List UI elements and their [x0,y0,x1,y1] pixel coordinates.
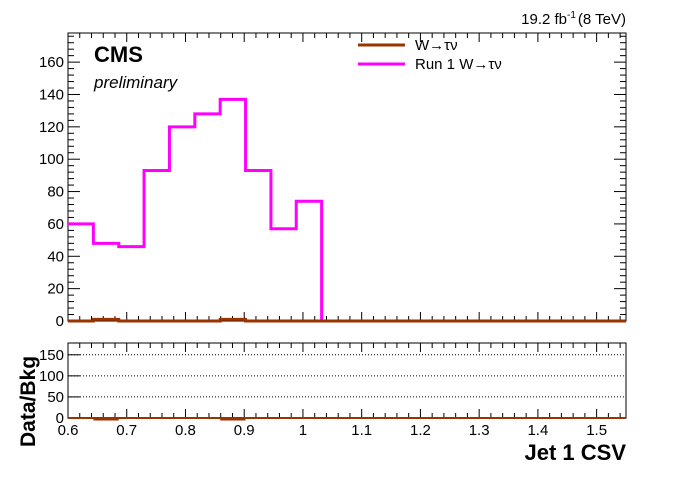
legend-label-wtau: W→τν [415,37,458,54]
main-y-tick-label: 0 [56,313,64,330]
x-tick-label: 0.9 [234,422,255,439]
ratio-y-axis-title: Data/Bkg [17,356,40,447]
main-y-tick-label: 60 [47,216,64,233]
lumi-label: 19.2 fb-1 (8 TeV) [521,10,626,28]
legend-label-run1: Run 1 W→τν [415,56,502,73]
lumi-value: 19.2 fb [521,11,567,28]
x-tick-label: 0.6 [58,422,79,439]
x-tick-label: 0.8 [175,422,196,439]
run1-wtaunu-histogram [68,97,626,323]
main-axes: 0 20 40 60 80 100 120 140 160 [39,33,626,330]
x-tick-label: 1.5 [586,422,607,439]
x-tick-label: 1.2 [410,422,431,439]
main-y-tick-label: 20 [47,281,64,298]
ratio-y-tick-label: 150 [39,347,64,364]
ratio-y-tick-label: 0 [56,410,64,427]
wtaunu-histogram [68,317,626,323]
main-y-tick-label: 80 [47,184,64,201]
main-y-tick-label: 100 [39,151,64,168]
ratio-y-tick-label: 100 [39,368,64,385]
x-axis-title: Jet 1 CSV [525,440,627,465]
main-y-tick-label: 140 [39,86,64,103]
lumi-energy: (8 TeV) [578,11,626,28]
series-layer [68,97,626,421]
x-tick-label: 1.3 [469,422,490,439]
x-tick-label: 1 [299,422,307,439]
main-y-tick-label: 40 [47,248,64,265]
x-tick-label: 1.1 [351,422,372,439]
cms-label: CMS [94,42,143,67]
preliminary-label: preliminary [93,73,179,92]
main-y-tick-label: 160 [39,54,64,71]
x-tick-label: 0.7 [116,422,137,439]
ratio-plot-frame [67,342,627,419]
ratio-axes: 0.6 0.7 0.8 0.9 1 1.1 1.2 1.3 1.4 1.5 0 50 100 150 [39,343,626,439]
x-tick-label: 1.4 [527,422,548,439]
lumi-exponent: -1 [567,10,576,21]
legend: W→τν Run 1 W→τν [358,37,502,73]
main-y-tick-label: 120 [39,119,64,136]
ratio-y-tick-label: 50 [47,389,64,406]
